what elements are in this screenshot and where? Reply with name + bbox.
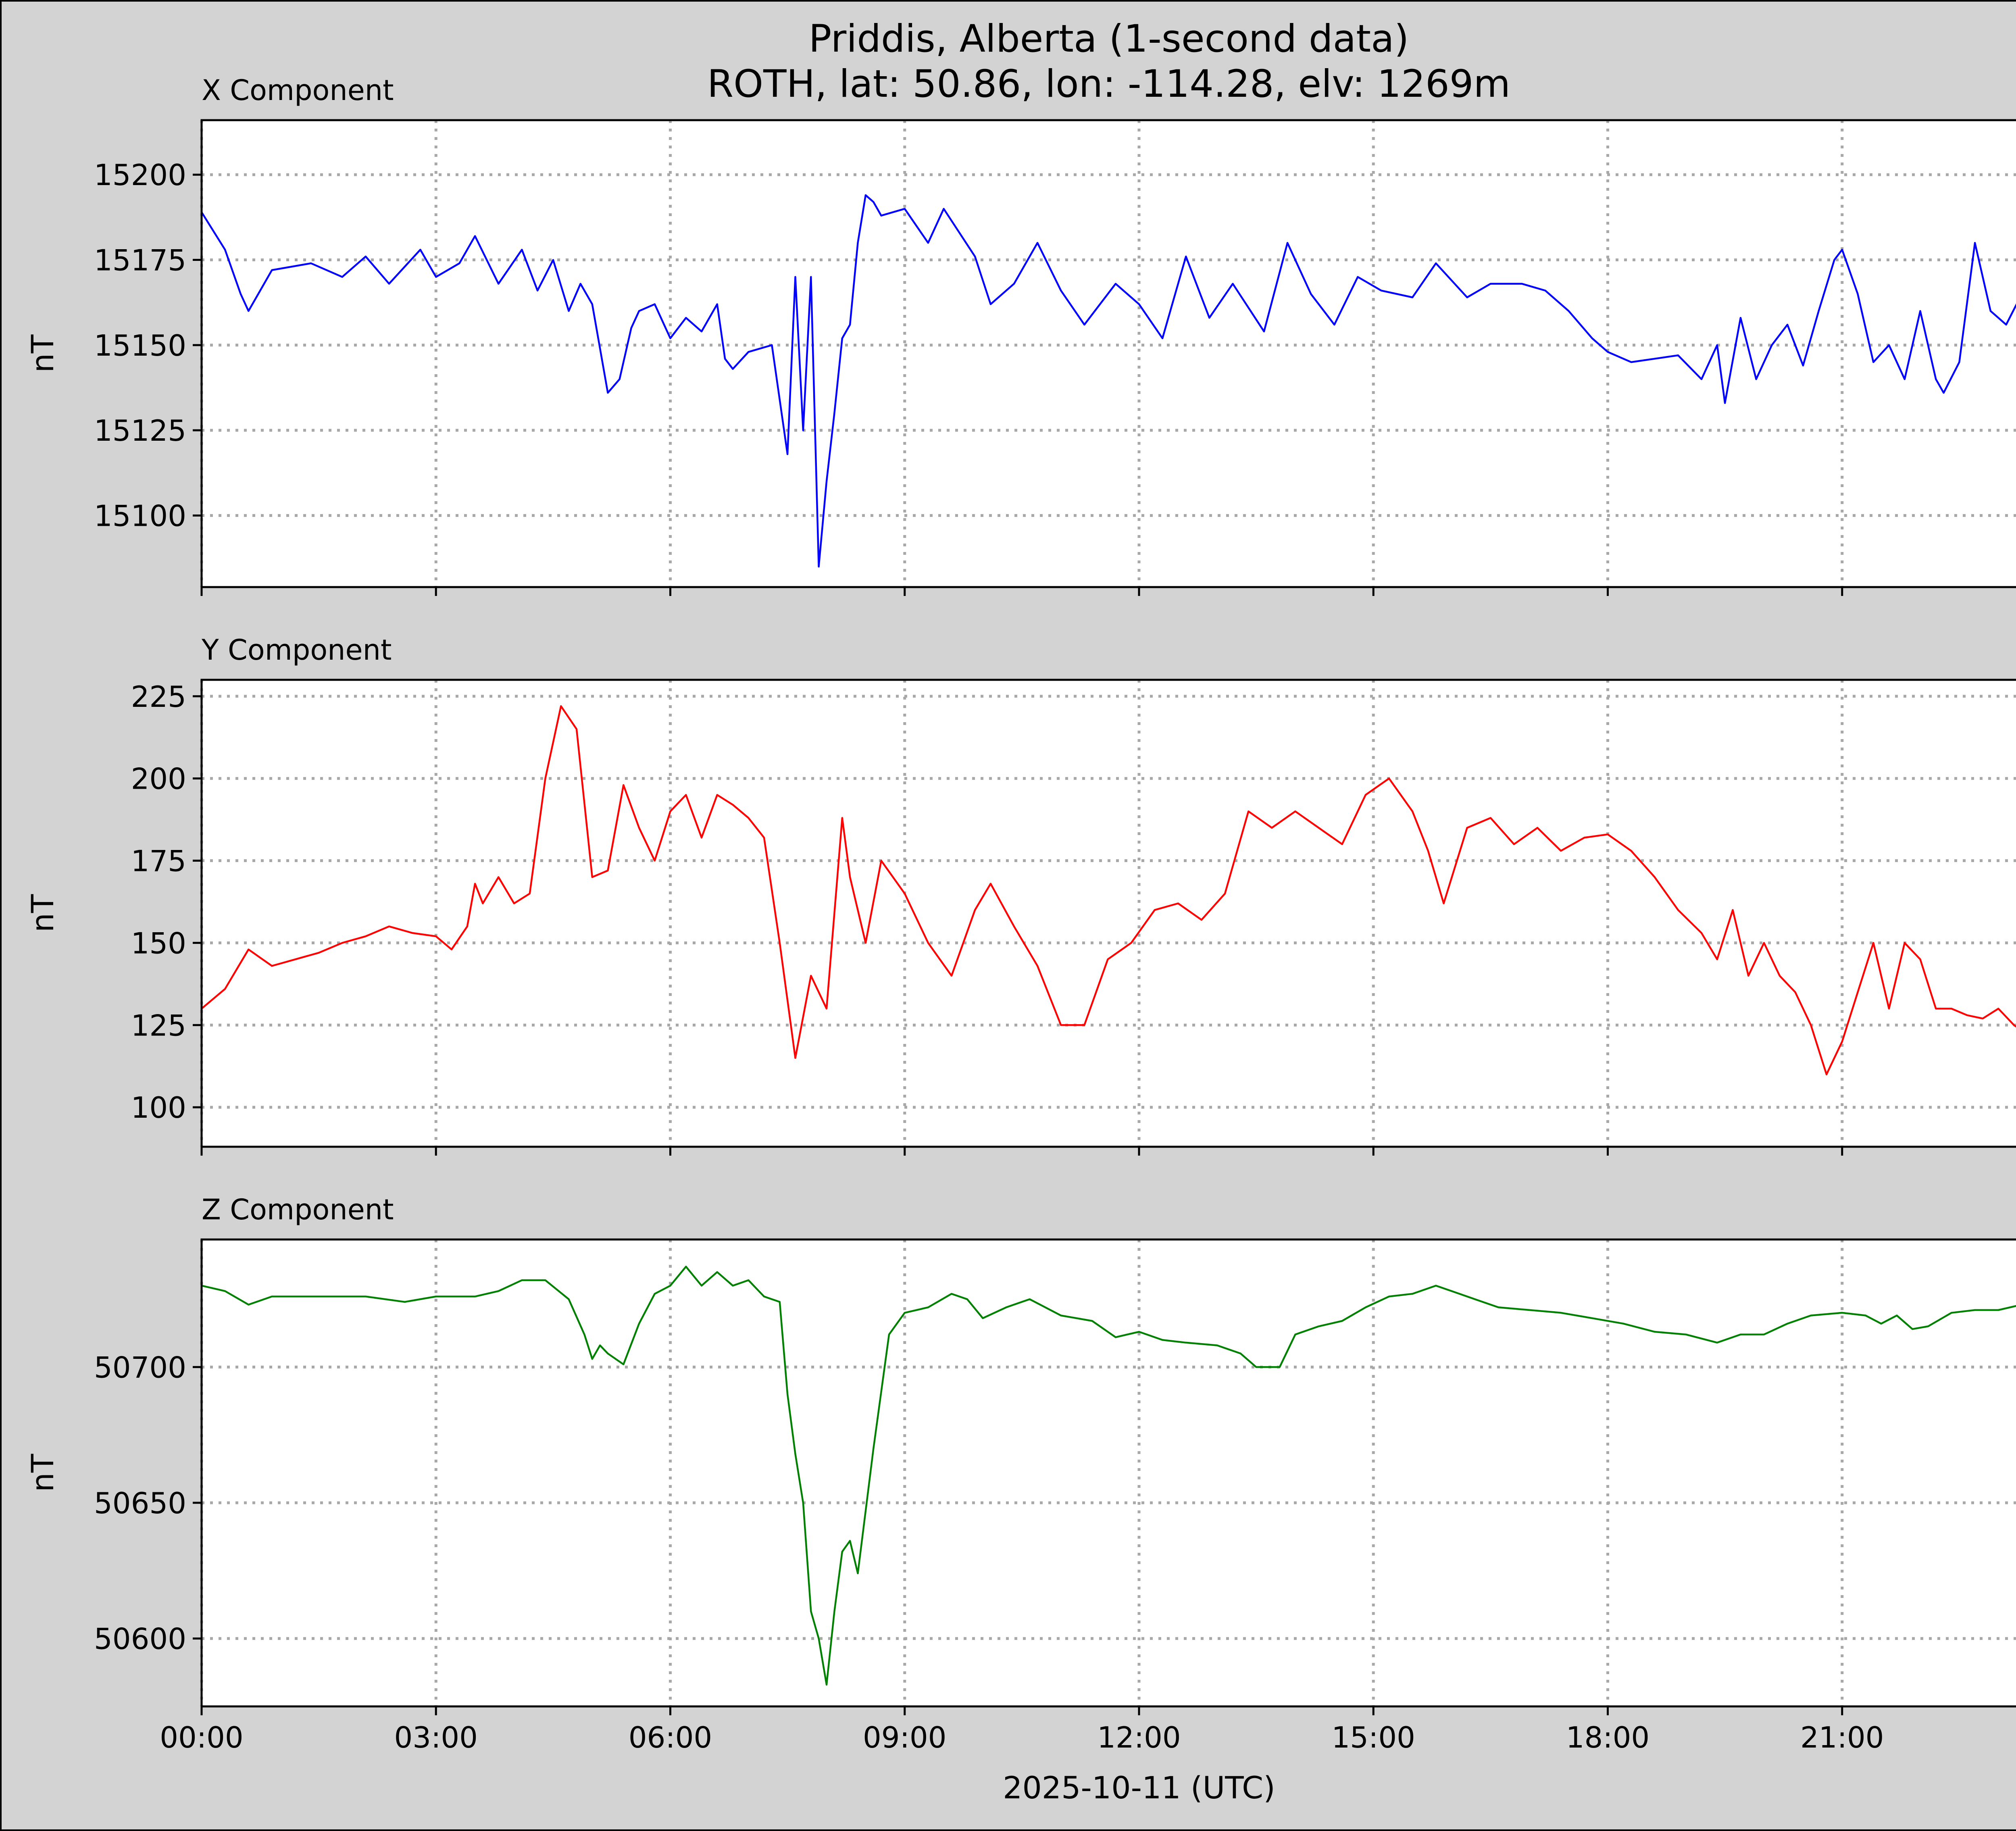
panel-z: 00:00 03:00 06:00 09:00 12:00 15:00 18:00 21:00… (25, 1193, 2016, 1754)
series-line-y (201, 705, 2016, 1075)
series-line-x (201, 194, 2016, 568)
panel-x: 15200 15175 15150 15125 15100 X Component nT (25, 74, 2016, 596)
x-tick-label: 12:00 (1097, 1721, 1181, 1754)
plot-area (202, 1239, 2016, 1706)
panel-y: 225 200 175 150 125 100 Y Component nT (25, 633, 2016, 1156)
y-tick-label: 150 (131, 926, 186, 960)
plot-frame (200, 1238, 2016, 1708)
plot-area (202, 120, 2016, 587)
y-axis-label: nT (25, 894, 60, 932)
y-tick-label: 225 (131, 680, 186, 714)
panel-title: X Component (202, 74, 394, 107)
y-tick-label: 125 (131, 1008, 186, 1042)
y-tick-label: 50650 (94, 1486, 186, 1520)
chart-title: Priddis, Alberta (1-second data) (809, 17, 1409, 61)
plot-frame (200, 119, 2016, 588)
plot-area (202, 680, 2016, 1147)
chart-subtitle: ROTH, lat: 50.86, lon: -114.28, elv: 126… (707, 62, 1510, 106)
x-tick-label: 03:00 (394, 1721, 478, 1754)
y-axis-label: nT (25, 1454, 60, 1492)
y-axis-label: nT (25, 334, 60, 373)
x-tick-label: 09:00 (863, 1721, 947, 1754)
y-tick-label: 15100 (94, 499, 186, 533)
y-tick-label: 200 (131, 762, 186, 796)
panel-title: Y Component (201, 633, 392, 667)
y-tick-label: 15200 (94, 158, 186, 192)
x-tick-label: 06:00 (629, 1721, 712, 1754)
y-tick-label: 15175 (94, 244, 186, 277)
y-tick-label: 100 (131, 1091, 186, 1125)
y-tick-label: 50700 (94, 1350, 186, 1384)
y-tick-label: 175 (131, 844, 186, 878)
x-tick-label: 18:00 (1566, 1721, 1650, 1754)
x-axis-label: 2025-10-11 (UTC) (1003, 1770, 1275, 1806)
plot-frame (200, 679, 2016, 1148)
y-tick-label: 15125 (94, 414, 186, 448)
x-tick-label: 00:00 (160, 1721, 244, 1754)
y-tick-label: 15150 (94, 329, 186, 362)
x-tick-label: 15:00 (1332, 1721, 1416, 1754)
x-tick-label: 21:00 (1800, 1721, 1884, 1754)
y-tick-label: 50600 (94, 1622, 186, 1656)
series-line-z (201, 1266, 2016, 1686)
panel-title: Z Component (202, 1193, 394, 1226)
